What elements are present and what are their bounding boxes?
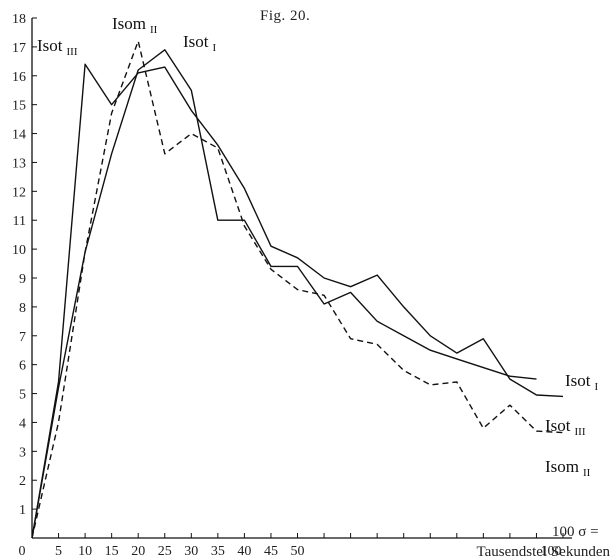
series-label-isom-ii: Isom II [545,457,591,479]
y-tick-label: 11 [13,214,26,229]
series-label-isom-ii: Isom II [112,14,158,36]
y-tick-label: 10 [12,243,26,258]
x-tick-label: 10 [78,544,92,559]
x-axis-symbol: 100 σ = [552,524,599,540]
series-label-isot-iii: Isot III [545,416,586,438]
y-tick-label: 4 [19,416,26,431]
x-tick-label: 15 [105,544,119,559]
y-tick-label: 16 [12,70,26,85]
x-tick-label: 45 [264,544,278,559]
series-line-isot-i [31,49,537,539]
x-tick-label: 0 [19,544,26,559]
y-tick-label: 6 [19,359,26,374]
x-tick-label: 100 [541,544,562,559]
x-axis-label: Tausendstel Sekunden [476,544,610,560]
y-tick-label: 7 [19,330,26,345]
x-tick-label: 35 [211,544,225,559]
series-labels: Isot I Isot I Isom II Isom II Isot III Isot III [37,14,599,479]
y-tick-label: 13 [12,156,26,171]
x-tick-label: 30 [184,544,198,559]
y-tick-label: 18 [12,12,26,27]
y-tick-label: 12 [12,185,26,200]
series-label-isot-iii: Isot III [37,36,78,58]
y-tick-label: 3 [19,445,26,460]
y-tick-label: 1 [19,503,26,518]
y-tick-label: 5 [19,388,26,403]
y-tick-label: 17 [12,41,26,56]
series-label-isot-i: Isot I [183,32,217,54]
series-lines [31,40,564,539]
y-tick-label: 2 [19,474,26,489]
y-tick-label: 14 [12,128,26,143]
figure-title: Fig. 20. [260,8,310,24]
x-tick-label: 5 [55,544,62,559]
y-tick-label: 15 [12,99,26,114]
x-tick-label: 25 [158,544,172,559]
x-tick-label: 40 [237,544,251,559]
series-line-isom-ii [31,40,564,539]
series-line-isot-iii [31,63,564,539]
x-tick-label: 50 [291,544,305,559]
x-tick-label: 20 [131,544,145,559]
x-axis-ticks: 0 5 10 15 20 25 30 35 40 45 50 100 [19,533,564,559]
series-label-isot-i: Isot I [565,371,599,393]
y-tick-label: 9 [19,272,26,287]
y-tick-label: 8 [19,301,26,316]
